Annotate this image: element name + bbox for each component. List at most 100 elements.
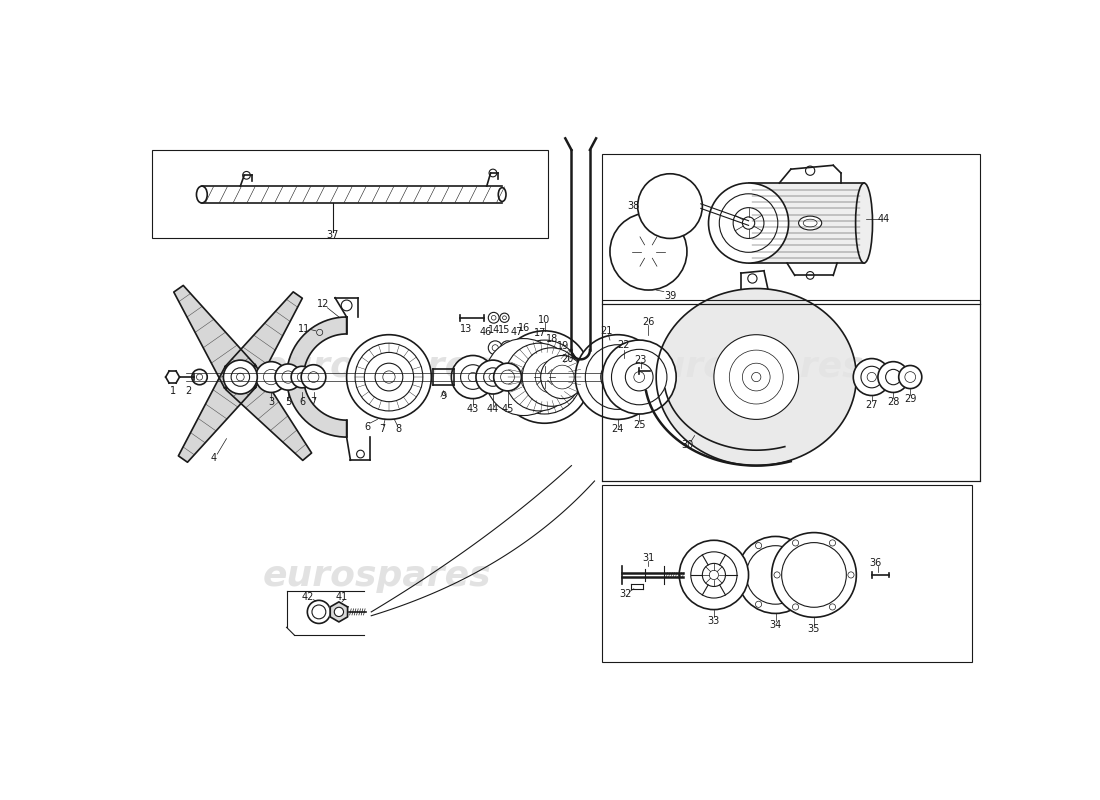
Circle shape <box>541 355 584 398</box>
Text: 3: 3 <box>268 397 274 406</box>
Text: eurospares: eurospares <box>263 350 492 384</box>
Ellipse shape <box>856 183 872 263</box>
Text: 10: 10 <box>538 315 551 325</box>
Text: 13: 13 <box>460 323 472 334</box>
Circle shape <box>355 343 422 411</box>
Polygon shape <box>226 365 311 460</box>
Text: 7: 7 <box>379 425 386 434</box>
Text: 15: 15 <box>498 325 510 335</box>
Text: 26: 26 <box>642 317 654 326</box>
Text: 44: 44 <box>487 404 499 414</box>
Circle shape <box>346 334 431 419</box>
Text: 47: 47 <box>510 327 522 338</box>
Text: 41: 41 <box>336 591 348 602</box>
Circle shape <box>751 373 761 382</box>
Bar <box>603 154 979 304</box>
Text: 12: 12 <box>317 299 330 309</box>
Text: 36: 36 <box>869 558 882 568</box>
Circle shape <box>640 244 656 259</box>
Circle shape <box>612 371 624 383</box>
Circle shape <box>575 334 660 419</box>
Circle shape <box>708 183 789 263</box>
Text: 39: 39 <box>664 291 676 301</box>
Text: 17: 17 <box>534 328 546 338</box>
Circle shape <box>522 348 581 406</box>
Polygon shape <box>330 602 348 622</box>
Circle shape <box>638 174 703 238</box>
Circle shape <box>469 373 477 382</box>
Text: 44: 44 <box>877 214 890 224</box>
Circle shape <box>500 341 515 354</box>
Circle shape <box>364 353 414 402</box>
Circle shape <box>223 360 257 394</box>
Text: 24: 24 <box>612 425 624 434</box>
Text: 22: 22 <box>617 340 630 350</box>
Text: 8: 8 <box>395 425 402 434</box>
Circle shape <box>878 362 909 393</box>
Circle shape <box>663 200 676 212</box>
Text: 33: 33 <box>707 616 721 626</box>
Circle shape <box>255 362 286 393</box>
Bar <box>603 485 972 662</box>
Text: 21: 21 <box>600 326 613 336</box>
Ellipse shape <box>799 216 822 230</box>
Ellipse shape <box>680 203 689 209</box>
Text: 23: 23 <box>635 355 647 365</box>
Circle shape <box>191 370 207 385</box>
Polygon shape <box>178 366 255 462</box>
Circle shape <box>292 366 312 388</box>
Text: 4: 4 <box>210 453 217 463</box>
Text: 14: 14 <box>487 325 499 335</box>
Text: 35: 35 <box>807 624 821 634</box>
Circle shape <box>494 363 521 391</box>
Text: 29: 29 <box>904 394 916 404</box>
Polygon shape <box>174 286 256 388</box>
Text: 37: 37 <box>327 230 339 240</box>
Text: 19: 19 <box>557 342 569 351</box>
Text: eurospares: eurospares <box>263 559 492 594</box>
Circle shape <box>197 374 202 380</box>
Polygon shape <box>287 317 346 437</box>
Polygon shape <box>226 292 303 388</box>
Text: 6: 6 <box>299 397 305 406</box>
Circle shape <box>540 373 549 382</box>
Circle shape <box>485 338 562 415</box>
Text: 46: 46 <box>480 327 492 338</box>
Text: 11: 11 <box>298 324 310 334</box>
Bar <box>603 300 979 481</box>
Text: 28: 28 <box>887 397 900 406</box>
Text: eurospares: eurospares <box>636 350 865 384</box>
Text: 42: 42 <box>301 591 315 602</box>
Text: 18: 18 <box>546 334 559 343</box>
Circle shape <box>505 343 573 411</box>
Circle shape <box>609 213 686 290</box>
Text: 20: 20 <box>561 354 574 364</box>
Polygon shape <box>657 289 856 466</box>
Circle shape <box>742 217 755 230</box>
Text: 30: 30 <box>681 440 693 450</box>
Bar <box>749 183 865 263</box>
Text: 45: 45 <box>502 404 514 414</box>
Circle shape <box>710 570 718 579</box>
Text: 9: 9 <box>441 390 447 401</box>
Circle shape <box>275 364 301 390</box>
Circle shape <box>334 607 343 617</box>
Text: 2: 2 <box>185 386 191 396</box>
Ellipse shape <box>498 188 506 202</box>
Text: 43: 43 <box>466 404 478 414</box>
Text: 1: 1 <box>169 386 176 396</box>
Circle shape <box>634 372 645 382</box>
Circle shape <box>498 331 591 423</box>
Text: 6: 6 <box>364 422 371 432</box>
Circle shape <box>451 355 495 398</box>
Text: 31: 31 <box>642 553 654 563</box>
Text: 27: 27 <box>866 400 878 410</box>
Circle shape <box>476 360 510 394</box>
Text: 32: 32 <box>619 589 631 599</box>
Circle shape <box>375 363 403 391</box>
Circle shape <box>737 537 814 614</box>
Circle shape <box>603 340 676 414</box>
Text: 5: 5 <box>285 397 292 406</box>
Circle shape <box>307 600 330 623</box>
Circle shape <box>714 334 799 419</box>
